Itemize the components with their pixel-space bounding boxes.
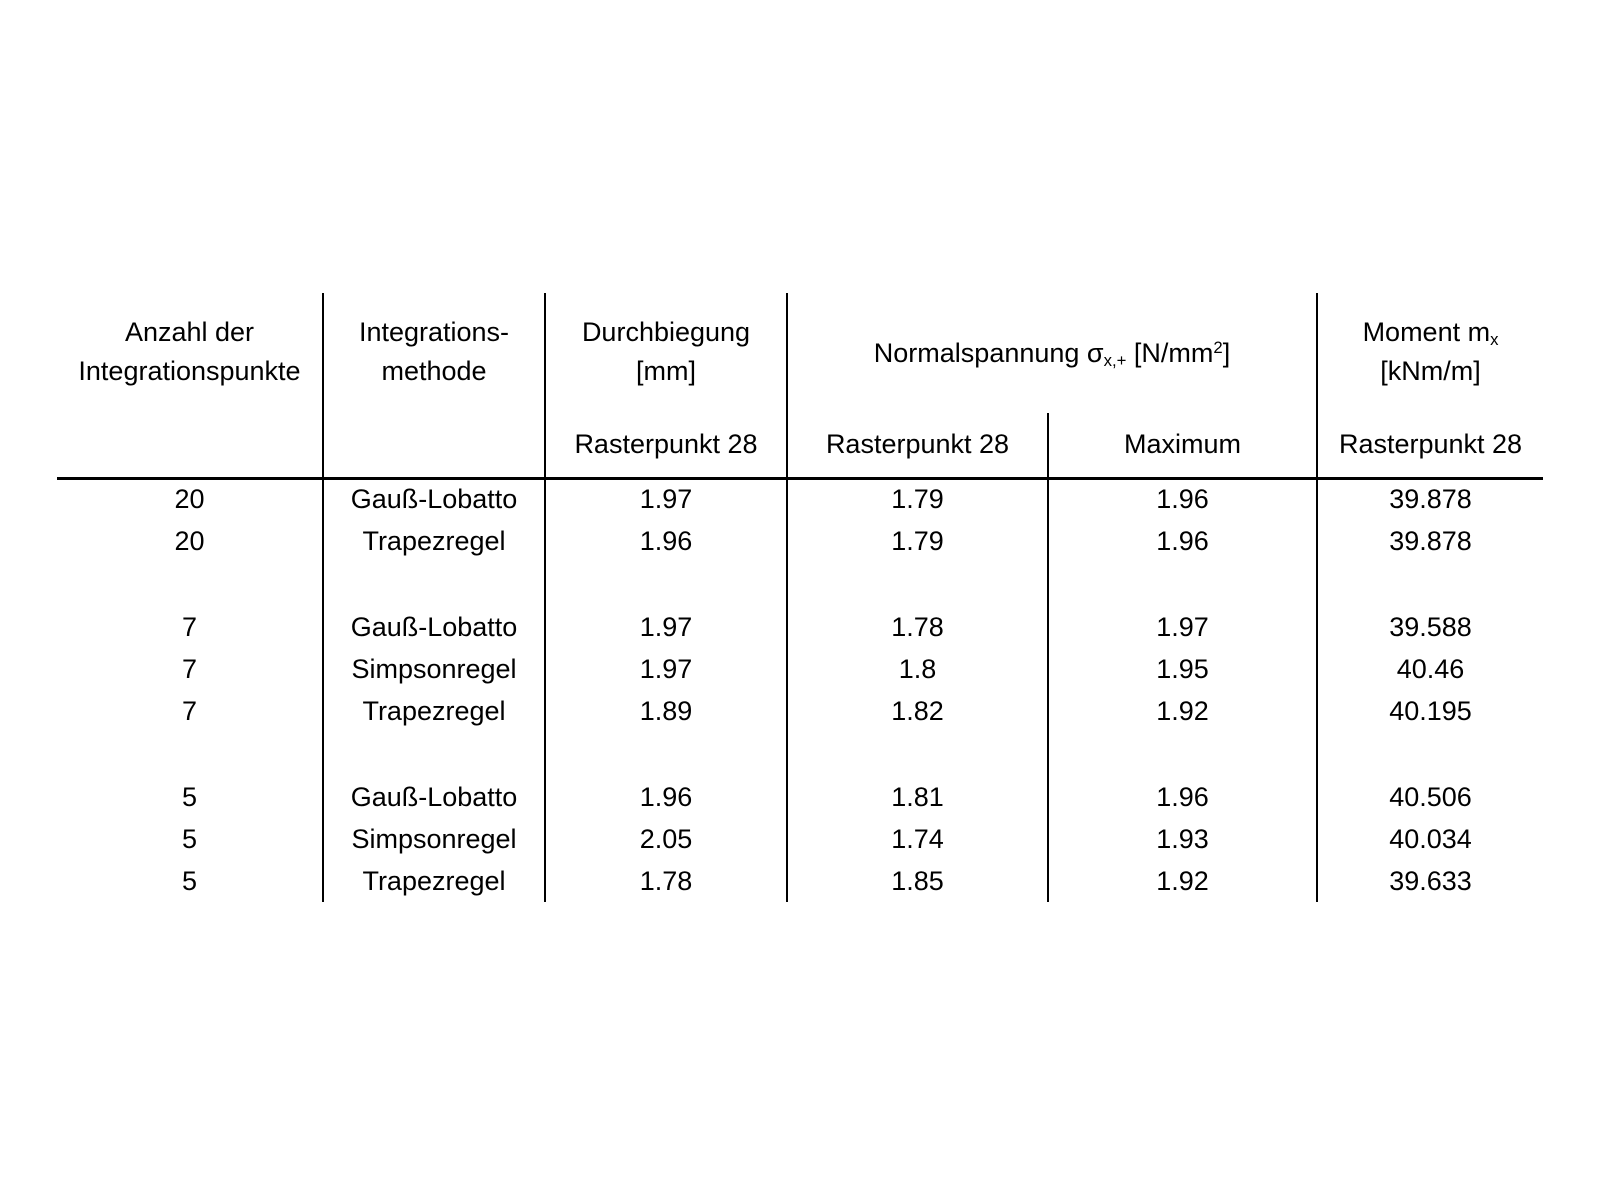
- table-row: 5 Trapezregel 1.78 1.85 1.92 39.633: [57, 860, 1543, 902]
- cell-ns-maximum: 1.96: [1048, 520, 1319, 562]
- cell-methode: Trapezregel: [323, 520, 546, 562]
- cell-durchbiegung: 1.96: [545, 776, 788, 818]
- cell-points: 7: [57, 606, 324, 648]
- cell-ns-rasterpunkt: 1.79: [787, 478, 1049, 520]
- cell-moment: 39.878: [1389, 525, 1472, 556]
- table-row: 7 Trapezregel 1.89 1.82 1.92 40.195: [57, 690, 1543, 732]
- table-row: 7 Simpsonregel 1.97 1.8 1.95 40.46: [57, 648, 1543, 690]
- cell-points: 5: [57, 776, 324, 818]
- table-row: 5 Simpsonregel 2.05 1.74 1.93 40.034: [57, 818, 1543, 860]
- cell-methode: Simpsonregel: [323, 648, 546, 690]
- header-normalspannung-unit-prefix: [N/mm: [1126, 337, 1214, 368]
- header-integrationsmethode: Integrations- methode: [323, 293, 546, 480]
- header-moment: Moment mx [kNm/m]: [1317, 293, 1543, 413]
- cell-ns-rasterpunkt: 1.85: [787, 860, 1049, 902]
- cell-ns-rasterpunkt: 1.82: [787, 690, 1049, 732]
- cell-moment: 40.46: [1396, 653, 1465, 684]
- header-methode-line2: methode: [381, 356, 487, 386]
- table-row: 7 Gauß-Lobatto 1.97 1.78 1.97 39.588: [57, 606, 1543, 648]
- header-anzahl-line1: Anzahl der: [124, 317, 255, 347]
- header-row-main: Anzahl der Integrationspunkte Integratio…: [57, 293, 1543, 480]
- header-moment-line2: [kNm/m]: [1380, 356, 1481, 386]
- subheader-durchbiegung-rasterpunkt: Rasterpunkt 28: [545, 413, 788, 480]
- cell-methode: Gauß-Lobatto: [323, 478, 546, 520]
- cell-durchbiegung: 1.97: [545, 648, 788, 690]
- header-moment-line1: Moment mx: [1318, 313, 1543, 352]
- table-row: 20 Gauß-Lobatto 1.97 1.79 1.96 39.878: [57, 478, 1543, 520]
- cell-durchbiegung: 1.97: [545, 606, 788, 648]
- table-row: 5 Gauß-Lobatto 1.96 1.81 1.96 40.506: [57, 776, 1543, 818]
- header-anzahl-line2: Integrationspunkte: [78, 356, 301, 386]
- cell-points: 20: [57, 478, 324, 520]
- cell-moment: 40.195: [1389, 695, 1472, 726]
- cell-methode: Simpsonregel: [323, 818, 546, 860]
- cell-points: 5: [57, 860, 324, 902]
- cell-durchbiegung: 1.89: [545, 690, 788, 732]
- cell-durchbiegung: 1.96: [545, 520, 788, 562]
- cell-ns-rasterpunkt: 1.81: [787, 776, 1049, 818]
- cell-ns-maximum: 1.93: [1048, 818, 1319, 860]
- cell-moment: 39.588: [1389, 611, 1472, 642]
- cell-ns-maximum: 1.95: [1048, 648, 1319, 690]
- header-normalspannung-unit-suffix: ]: [1222, 337, 1231, 368]
- header-normalspannung-text: Normalspannung σ: [873, 337, 1104, 368]
- header-moment-subscript: x: [1490, 330, 1499, 350]
- cell-moment: 39.633: [1389, 865, 1472, 896]
- cell-methode: Gauß-Lobatto: [323, 776, 546, 818]
- cell-moment: 40.506: [1389, 781, 1472, 812]
- subheader-moment-rasterpunkt: Rasterpunkt 28: [1317, 413, 1544, 480]
- cell-moment: 40.034: [1389, 823, 1472, 854]
- cell-points: 7: [57, 648, 324, 690]
- cell-methode: Trapezregel: [323, 690, 546, 732]
- spacer-row: [57, 562, 1543, 606]
- cell-ns-maximum: 1.92: [1048, 860, 1319, 902]
- subheader-normalspannung-maximum: Maximum: [1048, 413, 1319, 480]
- header-methode-line1: Integrations-: [358, 317, 510, 347]
- header-durchbiegung-line2: [mm]: [636, 356, 696, 386]
- cell-points: 20: [57, 520, 324, 562]
- cell-methode: Trapezregel: [323, 860, 546, 902]
- cell-ns-maximum: 1.92: [1048, 690, 1319, 732]
- cell-ns-maximum: 1.96: [1048, 478, 1319, 520]
- header-normalspannung-superscript: 2: [1213, 337, 1223, 357]
- cell-ns-rasterpunkt: 1.79: [787, 520, 1049, 562]
- cell-ns-rasterpunkt: 1.8: [787, 648, 1049, 690]
- table-row: 20 Trapezregel 1.96 1.79 1.96 39.878: [57, 520, 1543, 562]
- integration-results-table: Anzahl der Integrationspunkte Integratio…: [57, 293, 1544, 902]
- header-anzahl: Anzahl der Integrationspunkte: [57, 293, 324, 480]
- cell-durchbiegung: 1.78: [545, 860, 788, 902]
- cell-moment: 39.878: [1389, 484, 1472, 515]
- cell-ns-rasterpunkt: 1.78: [787, 606, 1049, 648]
- cell-points: 5: [57, 818, 324, 860]
- cell-durchbiegung: 1.97: [545, 478, 788, 520]
- cell-durchbiegung: 2.05: [545, 818, 788, 860]
- spacer-row: [57, 732, 1543, 776]
- cell-methode: Gauß-Lobatto: [323, 606, 546, 648]
- header-durchbiegung: Durchbiegung [mm]: [545, 293, 788, 413]
- cell-ns-rasterpunkt: 1.74: [787, 818, 1049, 860]
- subheader-normalspannung-rasterpunkt: Rasterpunkt 28: [787, 413, 1049, 480]
- cell-ns-maximum: 1.96: [1048, 776, 1319, 818]
- header-durchbiegung-line1: Durchbiegung: [581, 317, 751, 347]
- header-normalspannung: Normalspannung σx,+ [N/mm2]: [787, 293, 1319, 413]
- cell-ns-maximum: 1.97: [1048, 606, 1319, 648]
- header-moment-text: Moment m: [1362, 317, 1491, 347]
- header-normalspannung-subscript: x,+: [1103, 350, 1127, 370]
- header-row-sub: Rasterpunkt 28 Rasterpunkt 28 Maximum Ra…: [57, 413, 1544, 480]
- cell-points: 7: [57, 690, 324, 732]
